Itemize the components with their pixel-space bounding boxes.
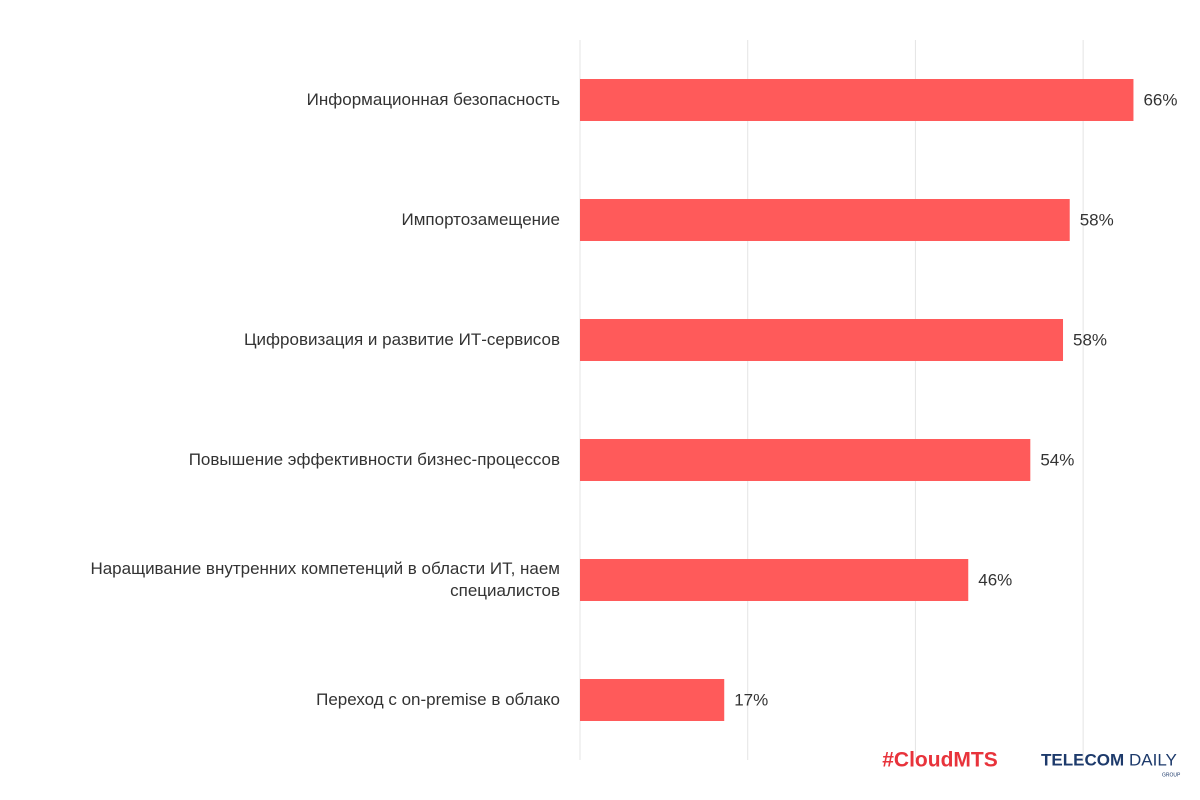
logo-group: GROUP [1162,772,1181,778]
data-label: 66% [1143,90,1177,109]
bar [580,679,725,721]
bar [580,439,1031,481]
bar [580,199,1070,241]
data-label: 58% [1080,210,1114,229]
bar [580,559,969,601]
category-label: Наращивание внутренних компетенций в обл… [90,559,560,600]
category-label: Переход с on-premise в облако [316,690,560,709]
bar [580,79,1134,121]
data-label: 46% [978,570,1012,589]
category-label: Повышение эффективности бизнес-процессов [188,450,560,469]
data-label: 54% [1040,450,1074,469]
logo-telecom: TELECOM [1041,750,1124,769]
category-label: Информационная безопасность [306,90,560,109]
category-label: Цифровизация и развитие ИТ-сервисов [243,330,560,349]
logo-cloudmts: #CloudMTS [882,749,998,772]
logo-daily: DAILY [1129,750,1177,769]
data-label: 58% [1073,330,1107,349]
data-label: 17% [734,690,768,709]
bar [580,319,1064,361]
category-label: Импортозамещение [401,210,561,229]
